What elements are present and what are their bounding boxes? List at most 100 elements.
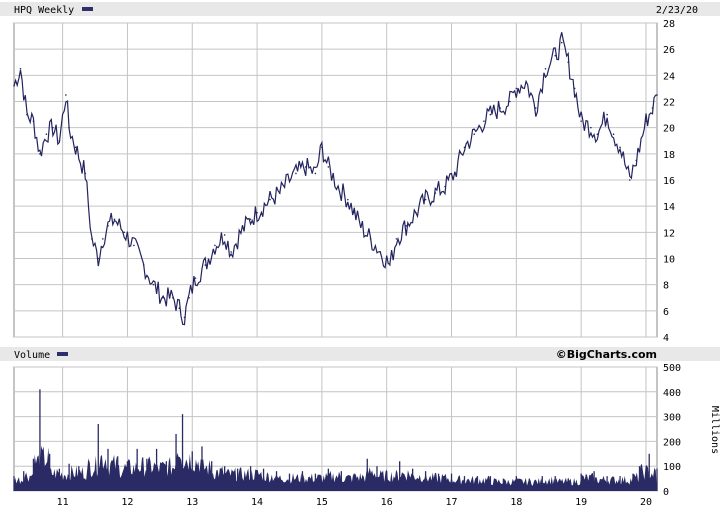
volume-plot-area <box>13 366 658 492</box>
price-point <box>444 185 446 188</box>
price-point <box>580 120 582 122</box>
price-y-tick-label: 8 <box>663 281 669 292</box>
price-y-axis: 4 6 8 10 12 14 16 18 20 22 24 26 28 <box>663 19 675 344</box>
price-point <box>58 139 61 142</box>
price-point <box>314 172 317 175</box>
price-y-tick-label: 12 <box>663 228 675 239</box>
price-point <box>102 238 104 240</box>
price-point <box>463 146 466 149</box>
price-point <box>453 172 456 175</box>
volume-bars <box>13 389 658 491</box>
price-series-line <box>13 32 658 326</box>
price-point <box>544 67 547 70</box>
price-point <box>249 218 252 221</box>
price-y-tick-label: 10 <box>663 255 675 266</box>
price-point <box>359 224 362 227</box>
price-point <box>573 87 576 90</box>
price-point <box>113 218 116 221</box>
price-point <box>525 81 527 83</box>
volume-y-label: Millions <box>709 406 720 454</box>
price-grid <box>14 22 657 338</box>
price-point <box>321 146 323 149</box>
price-y-tick-label: 26 <box>663 45 675 56</box>
price-point <box>515 87 518 90</box>
price-point <box>304 166 307 168</box>
volume-y-tick-label: 200 <box>663 437 681 448</box>
price-point <box>214 244 216 247</box>
price-point <box>499 107 501 109</box>
price-point <box>68 126 70 129</box>
price-point <box>123 231 125 234</box>
price-y-tick-label: 18 <box>663 150 675 161</box>
price-point <box>353 211 356 214</box>
price-point <box>278 192 281 194</box>
price-point <box>489 113 492 116</box>
price-y-tick-label: 16 <box>663 176 675 187</box>
price-point <box>52 126 54 129</box>
price-point <box>142 264 145 266</box>
price-point <box>554 54 557 57</box>
price-y-tick-label: 22 <box>663 98 675 109</box>
price-point <box>162 296 164 299</box>
price-point <box>612 133 615 136</box>
price-point <box>379 251 382 253</box>
x-tick-label: 18 <box>510 497 522 508</box>
price-point <box>434 192 437 194</box>
price-legend-swatch <box>82 7 93 11</box>
price-point <box>560 41 563 44</box>
price-point <box>534 107 537 109</box>
price-y-tick-label: 4 <box>663 333 669 344</box>
price-point <box>97 257 100 260</box>
price-point <box>415 211 417 214</box>
x-tick-label: 20 <box>640 497 652 508</box>
price-y-tick-label: 20 <box>663 124 675 135</box>
x-tick-label: 15 <box>316 497 328 508</box>
price-point <box>256 211 258 214</box>
price-y-tick-label: 6 <box>663 307 669 318</box>
price-point <box>619 146 621 149</box>
price-point <box>240 231 242 234</box>
price-point <box>152 283 155 286</box>
price-point <box>172 296 174 299</box>
price-point <box>327 166 330 168</box>
x-tick-label: 16 <box>381 497 393 508</box>
price-point <box>424 198 427 201</box>
x-axis: 11 12 13 14 15 16 17 18 19 20 <box>57 497 652 508</box>
price-point <box>269 198 271 201</box>
x-tick-label: 12 <box>121 497 133 508</box>
price-point <box>295 172 297 175</box>
price-point <box>389 264 391 266</box>
x-tick-label: 17 <box>446 497 458 508</box>
price-point <box>656 94 658 96</box>
price-point <box>65 94 67 96</box>
price-point <box>405 224 407 227</box>
price-point <box>337 185 339 188</box>
price-point <box>347 198 349 201</box>
price-point <box>39 153 41 155</box>
price-point <box>590 126 592 129</box>
price-point <box>395 238 398 240</box>
x-tick-label: 13 <box>186 497 198 508</box>
price-point <box>645 120 647 122</box>
price-y-tick-label: 14 <box>663 202 675 213</box>
volume-y-axis: 0 100 200 300 400 500 <box>663 363 681 498</box>
price-point <box>483 120 485 122</box>
price-point <box>107 224 109 227</box>
volume-header-bar <box>0 347 720 361</box>
price-point <box>635 159 638 162</box>
volume-y-tick-label: 300 <box>663 413 681 424</box>
price-point <box>509 100 511 103</box>
price-point <box>473 133 476 136</box>
price-point <box>183 316 186 319</box>
price-y-tick-label: 24 <box>663 71 675 82</box>
price-point <box>178 307 181 310</box>
price-point <box>223 234 226 236</box>
price-point <box>26 113 28 116</box>
volume-title: Volume <box>14 350 50 361</box>
volume-y-tick-label: 0 <box>663 487 669 498</box>
price-point <box>84 172 87 175</box>
volume-legend-swatch <box>57 352 68 356</box>
volume-y-tick-label: 400 <box>663 388 681 399</box>
price-header-bar <box>0 2 720 16</box>
price-point <box>230 251 232 253</box>
